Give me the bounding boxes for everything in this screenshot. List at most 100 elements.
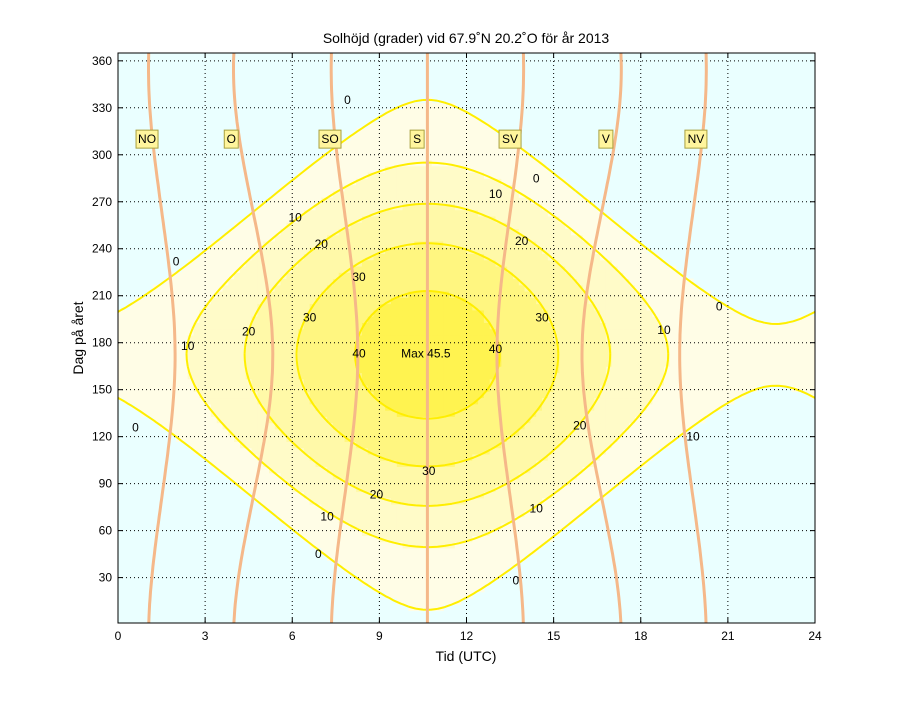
elevation-cell xyxy=(646,328,653,336)
elevation-cell xyxy=(390,554,398,561)
elevation-cell xyxy=(396,240,404,248)
elevation-cell xyxy=(449,240,456,248)
elevation-cell xyxy=(483,190,491,198)
elevation-cell xyxy=(524,203,531,211)
elevation-cell xyxy=(414,322,421,330)
elevation-cell xyxy=(408,478,415,486)
elevation-cell xyxy=(472,259,479,267)
elevation-cell xyxy=(623,347,630,355)
elevation-cell xyxy=(332,391,340,399)
elevation-cell xyxy=(507,541,514,549)
elevation-cell xyxy=(251,322,258,330)
elevation-cell xyxy=(571,347,578,355)
elevation-cell xyxy=(315,203,322,211)
elevation-cell xyxy=(292,435,299,442)
elevation-cell xyxy=(449,435,456,442)
elevation-cell xyxy=(303,529,311,536)
elevation-cell xyxy=(582,228,590,236)
elevation-cell xyxy=(408,541,415,549)
elevation-cell xyxy=(367,529,375,536)
elevation-cell xyxy=(402,103,410,110)
elevation-cell xyxy=(292,209,299,217)
elevation-cell xyxy=(553,222,561,229)
elevation-cell xyxy=(286,460,293,467)
elevation-cell xyxy=(274,190,282,198)
elevation-cell xyxy=(617,378,624,386)
elevation-cell xyxy=(269,203,276,211)
elevation-cell xyxy=(361,497,369,505)
elevation-cell xyxy=(390,209,398,217)
elevation-cell xyxy=(245,347,253,355)
elevation-cell xyxy=(437,197,444,204)
elevation-cell xyxy=(390,247,398,255)
elevation-cell xyxy=(512,291,520,298)
elevation-cell xyxy=(408,197,415,204)
elevation-cell xyxy=(553,278,561,286)
elevation-cell xyxy=(547,403,555,411)
elevation-cell xyxy=(396,215,404,223)
elevation-cell xyxy=(205,272,212,280)
elevation-cell xyxy=(611,328,619,336)
elevation-cell xyxy=(588,359,595,367)
elevation-cell xyxy=(332,503,340,511)
elevation-cell xyxy=(652,447,659,455)
elevation-cell xyxy=(385,547,392,555)
elevation-cell xyxy=(571,240,578,248)
elevation-cell xyxy=(390,109,398,117)
elevation-cell xyxy=(298,497,305,505)
elevation-cell xyxy=(425,303,433,311)
elevation-cell xyxy=(251,378,258,386)
elevation-cell xyxy=(321,309,328,317)
elevation-cell xyxy=(489,503,497,511)
elevation-cell xyxy=(408,203,415,211)
elevation-cell xyxy=(414,103,421,110)
elevation-cell xyxy=(251,259,258,267)
elevation-cell xyxy=(292,234,299,242)
elevation-cell xyxy=(373,472,380,480)
elevation-cell xyxy=(315,291,322,298)
elevation-cell xyxy=(582,372,590,380)
elevation-cell xyxy=(582,491,590,499)
elevation-cell xyxy=(437,497,444,505)
elevation-cell xyxy=(600,347,607,355)
elevation-cell xyxy=(367,384,375,392)
elevation-cell xyxy=(431,397,439,405)
elevation-cell xyxy=(239,284,247,292)
elevation-cell xyxy=(617,259,624,267)
elevation-cell xyxy=(460,391,468,399)
elevation-cell xyxy=(594,328,601,336)
elevation-cell xyxy=(373,184,380,192)
elevation-cell xyxy=(332,541,340,549)
elevation-cell xyxy=(118,347,125,355)
elevation-cell xyxy=(420,253,427,261)
elevation-cell xyxy=(425,272,433,280)
elevation-cell xyxy=(518,240,526,248)
elevation-cell xyxy=(536,247,543,255)
elevation-cell xyxy=(292,265,299,273)
elevation-cell xyxy=(373,253,380,261)
elevation-cell xyxy=(623,460,630,467)
elevation-cell xyxy=(605,478,613,486)
elevation-cell xyxy=(390,259,398,267)
elevation-cell xyxy=(431,278,439,286)
elevation-cell xyxy=(536,435,543,442)
elevation-cell xyxy=(553,422,561,430)
elevation-cell xyxy=(524,222,531,229)
elevation-cell xyxy=(454,291,462,298)
elevation-cell xyxy=(588,384,595,392)
elevation-cell xyxy=(396,572,404,580)
elevation-cell xyxy=(408,265,415,273)
elevation-cell xyxy=(524,190,531,198)
elevation-cell xyxy=(559,403,566,411)
elevation-cell xyxy=(315,247,322,255)
elevation-cell xyxy=(466,435,473,442)
elevation-cell xyxy=(263,353,270,361)
elevation-cell xyxy=(309,391,317,399)
elevation-cell xyxy=(408,441,415,449)
elevation-cell xyxy=(559,234,566,242)
elevation-cell xyxy=(373,284,380,292)
elevation-cell xyxy=(466,316,473,323)
elevation-cell xyxy=(594,441,601,449)
elevation-cell xyxy=(350,134,357,142)
elevation-cell xyxy=(367,572,375,580)
